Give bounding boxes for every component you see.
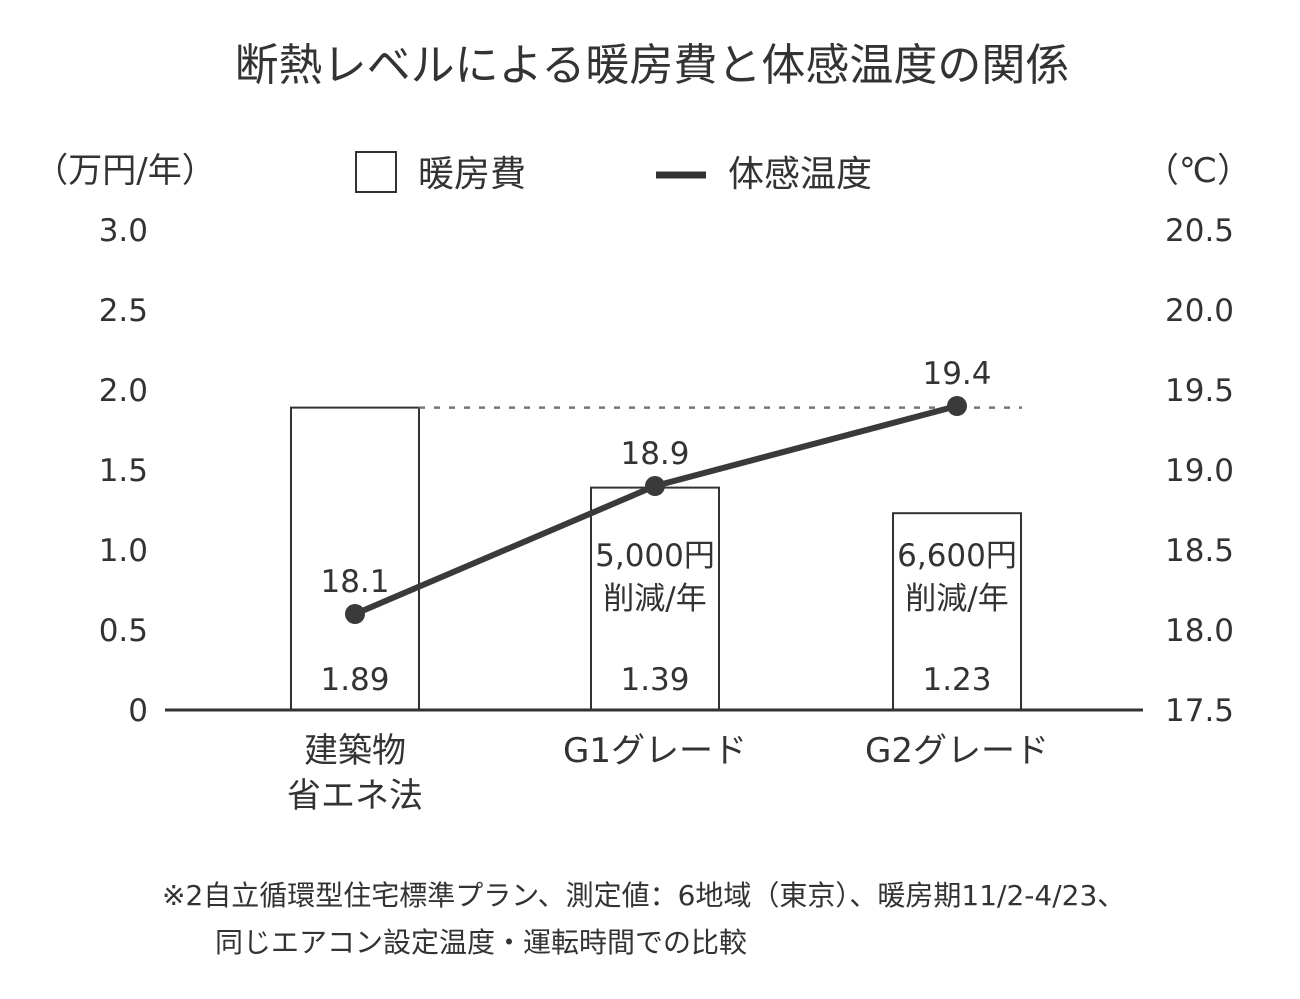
line-series: 18.1 18.9 19.4 bbox=[320, 356, 992, 624]
saving-annotation-line: 6,600円 bbox=[897, 538, 1017, 574]
saving-annotation-line: 5,000円 bbox=[595, 538, 715, 574]
temperature-point-label: 18.1 bbox=[320, 564, 389, 600]
right-tick-label: 20.0 bbox=[1165, 293, 1234, 329]
left-tick-label: 0 bbox=[128, 693, 148, 729]
temperature-point-label: 19.4 bbox=[922, 356, 991, 392]
left-tick-label: 2.0 bbox=[99, 373, 148, 409]
temperature-point bbox=[947, 396, 967, 416]
right-tick-label: 19.0 bbox=[1165, 453, 1234, 489]
category-label: 省エネ法 bbox=[287, 776, 423, 816]
temperature-point bbox=[645, 476, 665, 496]
saving-annotation-line: 削減/年 bbox=[905, 581, 1008, 617]
bar-value-label: 1.23 bbox=[922, 662, 991, 698]
right-tick-label: 18.0 bbox=[1165, 613, 1234, 649]
right-tick-label: 20.5 bbox=[1165, 213, 1234, 249]
bar-value-label: 1.39 bbox=[620, 662, 689, 698]
footnote-line-2: 同じエアコン設定温度・運転時間での比較 bbox=[215, 926, 747, 959]
category-label: G1グレード bbox=[563, 731, 747, 771]
left-tick-label: 3.0 bbox=[99, 213, 148, 249]
right-tick-label: 17.5 bbox=[1165, 693, 1234, 729]
left-axis-unit: （万円/年） bbox=[34, 151, 215, 191]
category-label: G2グレード bbox=[865, 731, 1049, 771]
chart-title: 断熱レベルによる暖房費と体感温度の関係 bbox=[235, 40, 1070, 91]
right-axis-unit: （℃） bbox=[1145, 151, 1251, 191]
category-label: 建築物 bbox=[304, 731, 406, 771]
right-tick-label: 19.5 bbox=[1165, 373, 1234, 409]
left-tick-label: 1.5 bbox=[99, 453, 148, 489]
temperature-point bbox=[345, 604, 365, 624]
bar-value-label: 1.89 bbox=[320, 662, 389, 698]
right-tick-label: 18.5 bbox=[1165, 533, 1234, 569]
saving-annotation-line: 削減/年 bbox=[603, 581, 706, 617]
left-tick-label: 1.0 bbox=[99, 533, 148, 569]
right-axis: 17.5 18.0 18.5 19.0 19.5 20.0 20.5 bbox=[1165, 213, 1234, 729]
left-axis: 0 0.5 1.0 1.5 2.0 2.5 3.0 bbox=[99, 213, 148, 729]
legend-line-label: 体感温度 bbox=[728, 154, 872, 195]
left-tick-label: 0.5 bbox=[99, 613, 148, 649]
legend-bar-label: 暖房費 bbox=[418, 154, 526, 195]
footnote-line-1: ※2自立循環型住宅標準プラン、測定値：6地域（東京）、暖房期11/2-4/23、 bbox=[162, 879, 1125, 912]
left-tick-label: 2.5 bbox=[99, 293, 148, 329]
legend-bar-swatch bbox=[355, 151, 397, 193]
cost-bar bbox=[892, 512, 1022, 712]
temperature-point-label: 18.9 bbox=[620, 436, 689, 472]
